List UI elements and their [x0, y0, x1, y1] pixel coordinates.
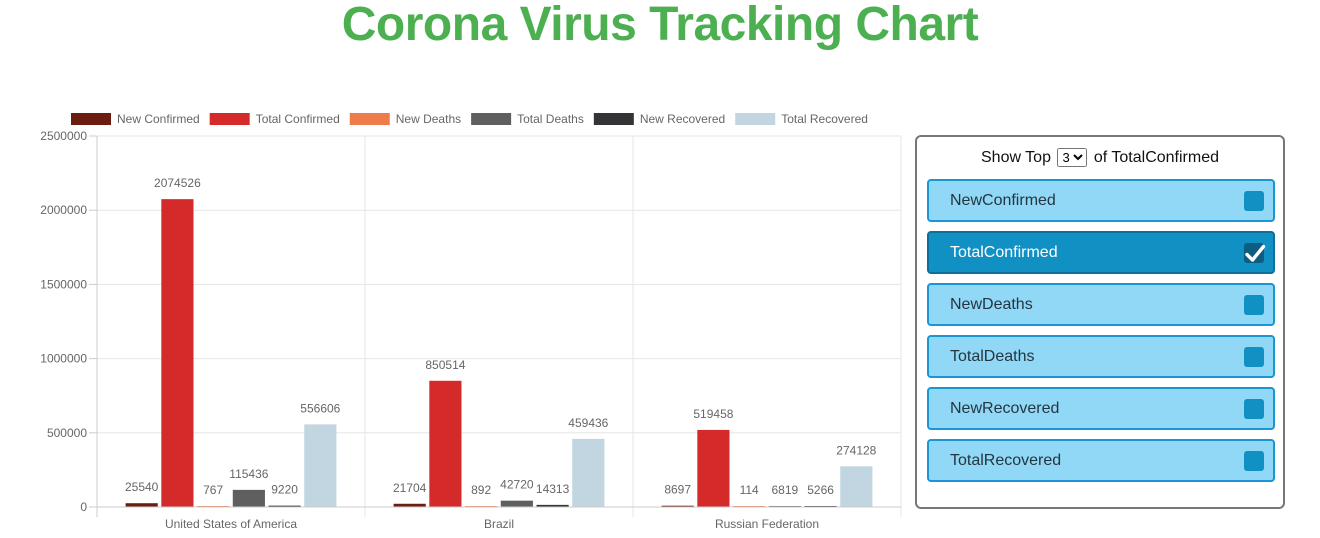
bar [840, 466, 873, 507]
checkmark-icon[interactable] [1244, 243, 1266, 263]
bar [304, 424, 337, 507]
legend-swatch [349, 113, 390, 125]
chart-legend: New Confirmed Total Confirmed New Deaths To… [71, 112, 868, 126]
legend-label: Total Recovered [781, 112, 868, 126]
metric-button-new-deaths[interactable]: NewDeaths [927, 283, 1275, 326]
checkbox-icon[interactable] [1244, 191, 1264, 211]
checkbox-icon[interactable] [1244, 451, 1264, 471]
metric-button-new-confirmed[interactable]: NewConfirmed [927, 179, 1275, 222]
bar-chart: New Confirmed Total Confirmed New Deaths To… [40, 112, 902, 531]
data-label: 892 [471, 483, 491, 497]
data-label: 519458 [693, 407, 733, 421]
y-tick-label: 1500000 [40, 277, 87, 291]
data-label: 5266 [807, 483, 834, 497]
data-label: 9220 [271, 483, 298, 497]
y-tick-label: 1000000 [40, 352, 87, 366]
bar [268, 505, 301, 507]
checkbox-icon[interactable] [1244, 295, 1264, 315]
legend-swatch [735, 113, 776, 125]
y-tick-label: 2500000 [40, 129, 87, 143]
legend-swatch [209, 113, 250, 125]
checkbox-icon[interactable] [1244, 399, 1264, 419]
legend-swatch [593, 113, 634, 125]
data-label: 850514 [425, 358, 465, 372]
data-label: 556606 [300, 401, 340, 415]
metric-label: NewConfirmed [950, 192, 1056, 209]
show-top-row: Show Top 3 of TotalConfirmed [917, 147, 1283, 169]
legend-label: Total Deaths [517, 112, 584, 126]
bar [125, 503, 158, 507]
data-label: 21704 [393, 481, 427, 495]
y-tick-label: 2000000 [40, 203, 87, 217]
x-tick-label: United States of America [165, 517, 297, 531]
bar [697, 429, 730, 507]
chart-axes: 0 500000 1000000 1500000 2000000 2500000 Unite… [40, 129, 901, 531]
data-label: 25540 [125, 480, 159, 494]
bar [161, 199, 194, 507]
legend-swatch [71, 113, 111, 125]
metric-button-total-confirmed[interactable]: TotalConfirmed [927, 231, 1275, 274]
data-label: 6819 [772, 483, 799, 497]
legend-label: New Deaths [396, 112, 461, 126]
metric-button-new-recovered[interactable]: NewRecovered [927, 387, 1275, 430]
metric-button-total-deaths[interactable]: TotalDeaths [927, 335, 1275, 378]
y-tick-label: 500000 [47, 426, 87, 440]
data-label: 14313 [536, 482, 570, 496]
checkbox-icon[interactable] [1244, 347, 1264, 367]
top-count-select[interactable]: 3 [1057, 148, 1088, 168]
metric-button-total-recovered[interactable]: TotalRecovered [927, 439, 1275, 482]
show-top-prefix: Show Top [981, 149, 1051, 166]
data-label: 459436 [568, 416, 608, 430]
metric-label: NewRecovered [950, 400, 1060, 417]
data-label: 274128 [836, 443, 876, 457]
legend-label: New Recovered [640, 112, 725, 126]
metric-label: TotalRecovered [950, 452, 1062, 469]
metric-label: TotalDeaths [950, 348, 1035, 365]
legend-label: New Confirmed [117, 112, 200, 126]
chart-bars [125, 199, 873, 507]
legend-label: Total Confirmed [256, 112, 340, 126]
chart-grid [96, 135, 902, 517]
data-label: 2074526 [154, 176, 201, 190]
metric-control-panel: Show Top 3 of TotalConfirmed NewConfirme… [915, 135, 1285, 509]
show-top-suffix: of TotalConfirmed [1093, 149, 1219, 166]
data-label: 115436 [229, 467, 268, 481]
data-label: 42720 [500, 478, 534, 492]
legend-swatch [471, 113, 512, 125]
bar [768, 505, 801, 507]
bar [393, 503, 426, 507]
data-label: 114 [740, 483, 759, 497]
data-label: 767 [203, 483, 223, 497]
bar [572, 438, 605, 507]
page-title: Corona Virus Tracking Chart [341, 0, 979, 51]
data-label: 8697 [664, 483, 691, 497]
metric-label: NewDeaths [950, 296, 1033, 313]
x-tick-label: Brazil [484, 517, 514, 531]
bar [232, 489, 265, 507]
bar [429, 380, 462, 507]
x-tick-label: Russian Federation [715, 517, 819, 531]
metric-label: TotalConfirmed [950, 244, 1058, 261]
bar [661, 505, 694, 507]
y-tick-label: 0 [80, 500, 87, 514]
bar [536, 504, 569, 507]
bar [500, 500, 533, 507]
